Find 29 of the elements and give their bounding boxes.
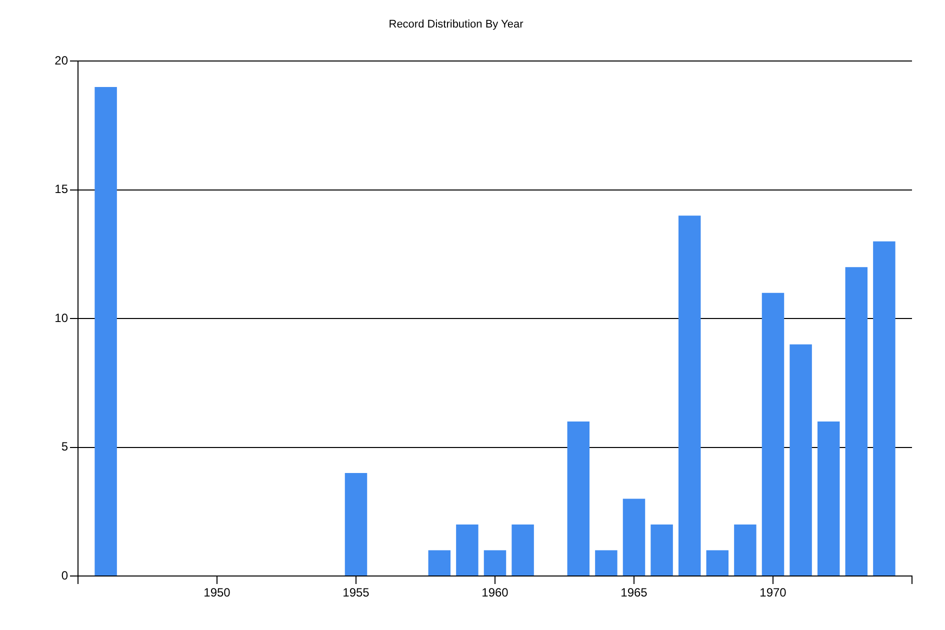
y-tick-label: 0 <box>61 568 68 582</box>
bar <box>94 86 117 576</box>
bar <box>512 524 534 576</box>
x-tick-label: 1965 <box>620 586 648 600</box>
bar <box>762 292 784 576</box>
bar <box>344 473 368 576</box>
bar <box>817 422 840 576</box>
bar <box>790 344 812 576</box>
x-tick-label: 1950 <box>204 586 231 600</box>
x-tick-label: 1960 <box>482 586 509 600</box>
bar <box>678 216 701 576</box>
bar <box>484 550 506 576</box>
x-tick-label: 1955 <box>342 586 370 600</box>
x-tick-label: 1970 <box>760 586 787 600</box>
y-tick-label: 15 <box>54 182 68 196</box>
bar <box>706 550 729 576</box>
bar <box>567 422 590 576</box>
y-tick-label: 5 <box>61 440 68 454</box>
y-tick-label: 20 <box>54 54 68 68</box>
chart-title: Record Distribution By Year <box>388 18 524 31</box>
bar <box>456 524 478 576</box>
y-tick-label: 10 <box>54 310 68 325</box>
bar <box>595 550 618 576</box>
bar <box>428 550 451 576</box>
bar <box>622 498 646 576</box>
bar <box>650 524 673 576</box>
bar <box>734 524 756 576</box>
bar <box>873 241 896 576</box>
bar <box>845 267 868 576</box>
